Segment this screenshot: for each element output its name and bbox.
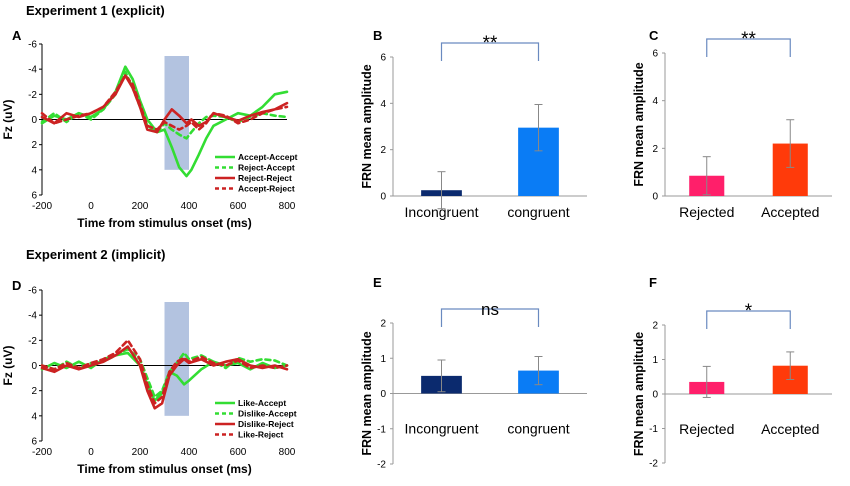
x-axis-label: Time from stimulus onset (ms) [77, 216, 251, 230]
y-tick-label: 4 [31, 165, 37, 176]
legend-entry: Like-Reject [238, 430, 284, 440]
significance-marker: ** [741, 29, 756, 50]
category-label: Incongruent [405, 204, 479, 220]
y-tick-label: 6 [652, 49, 658, 60]
y-tick-label: 0 [31, 361, 37, 372]
x-tick-label: 400 [181, 201, 198, 212]
significance-marker: ns [481, 300, 499, 319]
legend-entry: Reject-Accept [238, 163, 295, 173]
y-tick-label: 0 [31, 115, 37, 126]
x-tick-label: 600 [230, 447, 247, 458]
x-tick-label: 800 [279, 201, 296, 212]
category-label: Accepted [761, 421, 819, 437]
y-axis-label: Fz (uV) [1, 346, 15, 386]
y-axis-label: FRN mean amplitude [360, 64, 374, 188]
y-tick-label: 1 [380, 354, 386, 365]
y-tick-label: 6 [380, 53, 386, 64]
panel-label: E [373, 275, 382, 290]
category-label: Accepted [761, 204, 819, 220]
panel-label: A [12, 28, 22, 43]
legend-entry: Reject-Reject [238, 173, 292, 183]
category-label: Incongruent [405, 421, 479, 437]
y-axis-label: FRN mean amplitude [632, 332, 646, 456]
series-line-like-reject [40, 338, 289, 405]
y-tick-label: 0 [652, 192, 658, 203]
x-tick-label: 200 [132, 201, 149, 212]
x-axis-label: Time from stimulus onset (ms) [77, 462, 251, 476]
y-tick-label: 4 [652, 96, 658, 107]
significance-bracket [440, 308, 540, 327]
y-tick-label: -4 [28, 311, 37, 322]
significance-bracket [440, 42, 540, 61]
legend-entry: Dislike-Accept [238, 409, 297, 419]
legend-entry: Like-Accept [238, 398, 286, 408]
series-line-accept-accept [40, 65, 289, 178]
legend-entry: Accept-Accept [238, 152, 298, 162]
x-tick-label: 200 [132, 447, 149, 458]
y-tick-label: -2 [377, 460, 386, 471]
y-tick-label: 2 [380, 145, 386, 156]
x-tick-label: 400 [181, 447, 198, 458]
experiment-2-heading: Experiment 2 (implicit) [26, 247, 165, 262]
y-tick-label: -2 [28, 90, 37, 101]
category-label: Rejected [679, 421, 734, 437]
y-tick-label: -4 [28, 65, 37, 76]
y-tick-label: -6 [28, 40, 37, 51]
panel-label: B [373, 28, 382, 43]
legend-entry: Accept-Reject [238, 184, 295, 194]
y-tick-label: -2 [649, 459, 658, 470]
series-line-accept-reject [40, 74, 289, 131]
significance-bracket [706, 310, 791, 329]
y-tick-label: 4 [380, 99, 386, 110]
y-axis-label: Fz (uV) [1, 100, 15, 140]
y-tick-label: -1 [377, 424, 386, 435]
category-label: congruent [507, 421, 569, 437]
legend-entry: Dislike-Reject [238, 419, 294, 429]
y-tick-label: 1 [652, 355, 658, 366]
significance-marker: ** [483, 33, 498, 54]
y-tick-label: 6 [31, 191, 37, 202]
panel-label: F [649, 275, 657, 290]
y-tick-label: 0 [380, 389, 386, 400]
x-tick-label: 0 [88, 201, 94, 212]
x-tick-label: -200 [32, 201, 52, 212]
experiment-1-heading: Experiment 1 (explicit) [26, 3, 165, 18]
category-label: congruent [507, 204, 569, 220]
x-tick-label: 800 [279, 447, 296, 458]
y-tick-label: 2 [652, 144, 658, 155]
y-axis-label: FRN mean amplitude [632, 62, 646, 186]
y-tick-label: 2 [652, 321, 658, 332]
y-tick-label: -1 [649, 424, 658, 435]
y-tick-label: 2 [380, 319, 386, 330]
y-tick-label: 2 [31, 386, 37, 397]
y-tick-label: 6 [31, 437, 37, 448]
y-tick-label: 2 [31, 140, 37, 151]
y-tick-label: 0 [380, 192, 386, 203]
y-axis-label: FRN mean amplitude [360, 331, 374, 455]
y-tick-label: 0 [652, 390, 658, 401]
x-tick-label: 600 [230, 201, 247, 212]
y-tick-label: 4 [31, 411, 37, 422]
significance-marker: * [745, 301, 753, 322]
panel-label: C [649, 28, 659, 43]
x-tick-label: 0 [88, 447, 94, 458]
category-label: Rejected [679, 204, 734, 220]
x-tick-label: -200 [32, 447, 52, 458]
y-tick-label: -2 [28, 336, 37, 347]
significance-bracket [706, 38, 791, 57]
panel-label: D [12, 278, 21, 293]
y-tick-label: -6 [28, 286, 37, 297]
